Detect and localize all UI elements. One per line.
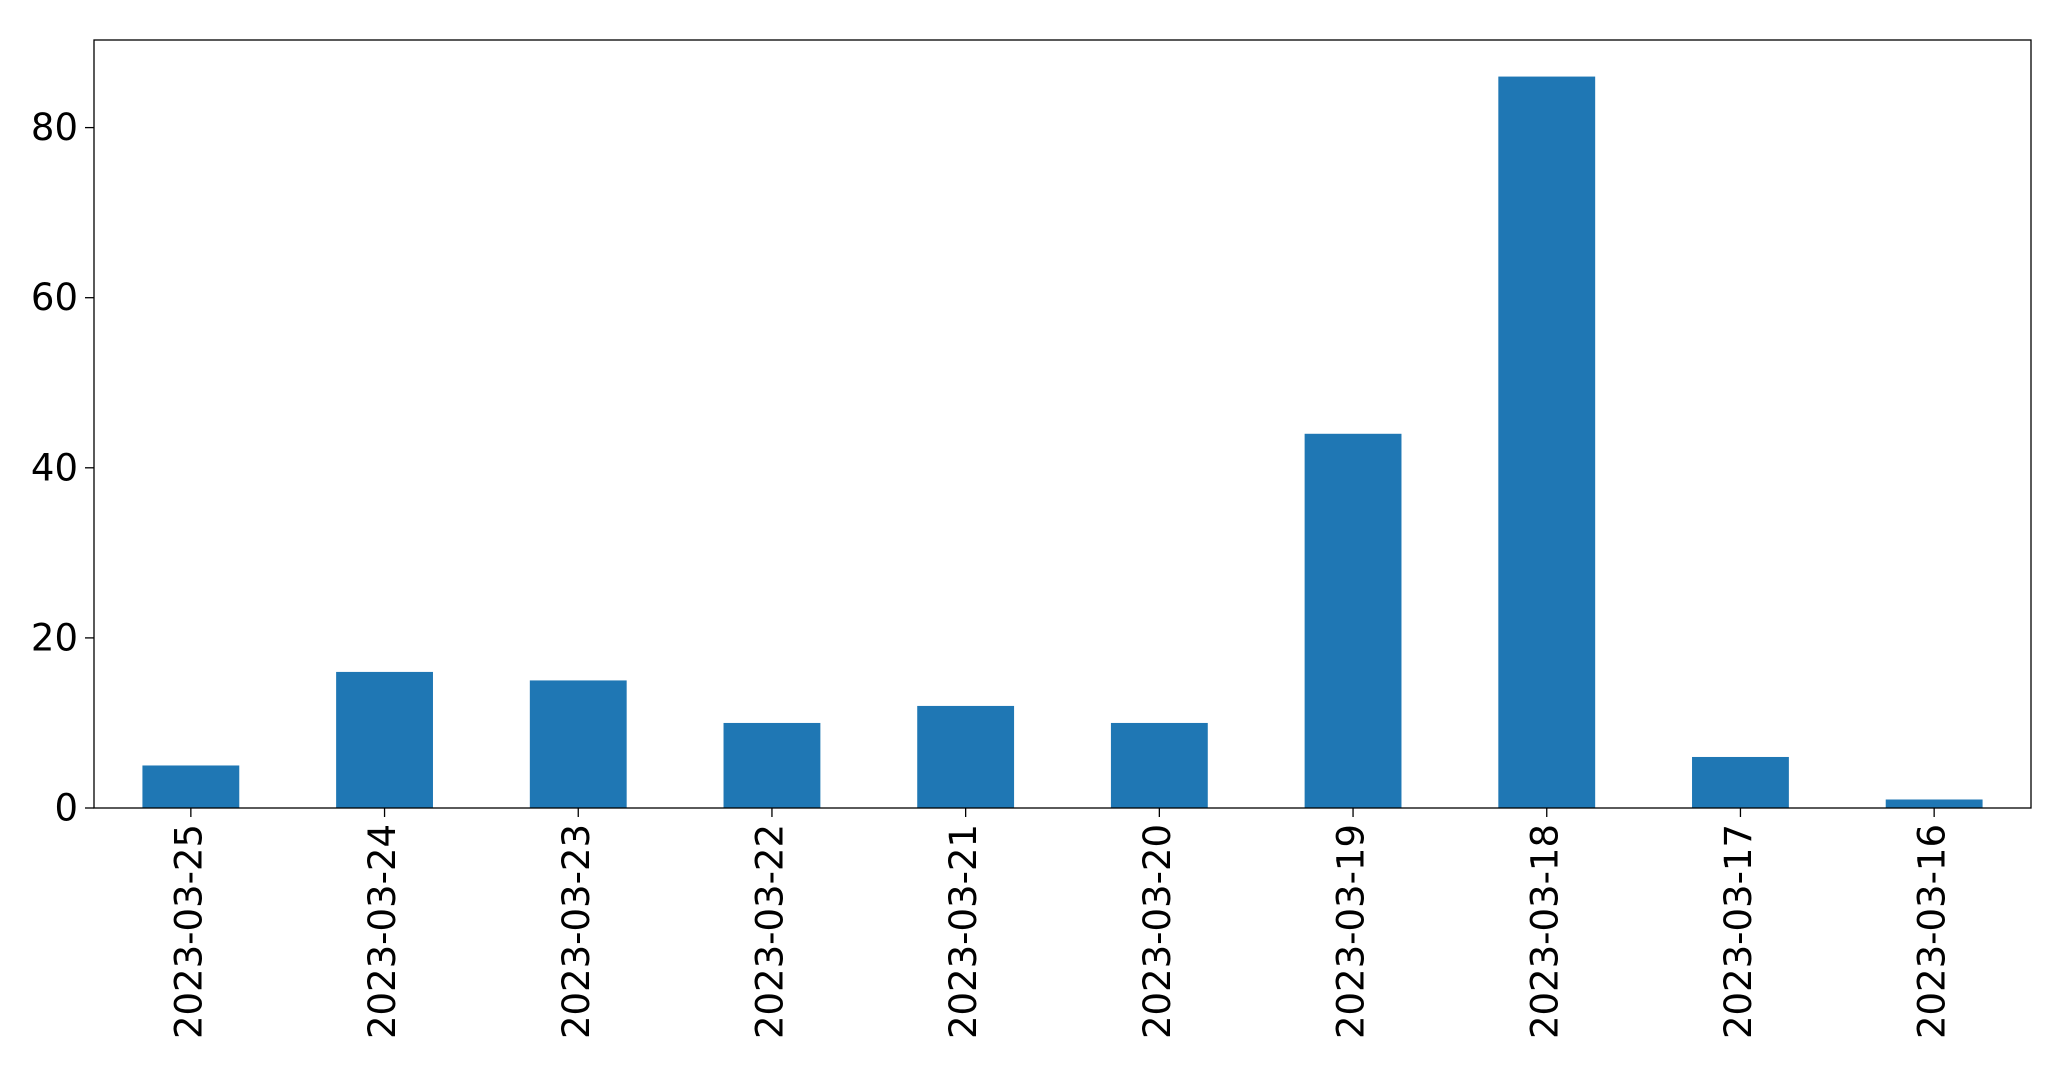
x-tick-label: 2023-03-17 <box>1717 824 1760 1039</box>
x-tick-label: 2023-03-24 <box>361 824 404 1039</box>
x-tick-label: 2023-03-21 <box>942 824 985 1039</box>
bar <box>1498 76 1596 809</box>
y-tick-label: 0 <box>54 787 78 830</box>
x-tick-label: 2023-03-23 <box>555 824 598 1039</box>
x-tick-label: 2023-03-20 <box>1136 824 1179 1039</box>
x-tick-label: 2023-03-19 <box>1330 824 1373 1039</box>
x-tick-label: 2023-03-25 <box>167 824 210 1039</box>
bar <box>1692 756 1789 808</box>
bar <box>723 722 821 808</box>
x-tick-label: 2023-03-22 <box>748 824 791 1039</box>
y-tick-label: 80 <box>31 106 78 149</box>
bar <box>1885 799 1983 808</box>
x-tick-label: 2023-03-16 <box>1911 824 1954 1039</box>
bar <box>917 705 1015 808</box>
y-tick-label: 40 <box>31 446 78 489</box>
bar <box>142 765 240 808</box>
x-tick-label: 2023-03-18 <box>1523 824 1566 1039</box>
bar <box>1110 722 1208 808</box>
y-tick-label: 60 <box>31 276 78 319</box>
bar <box>336 671 433 808</box>
bar <box>529 680 627 808</box>
y-tick-label: 20 <box>31 616 78 659</box>
bar <box>1304 433 1402 808</box>
plot-frame <box>93 39 2032 809</box>
